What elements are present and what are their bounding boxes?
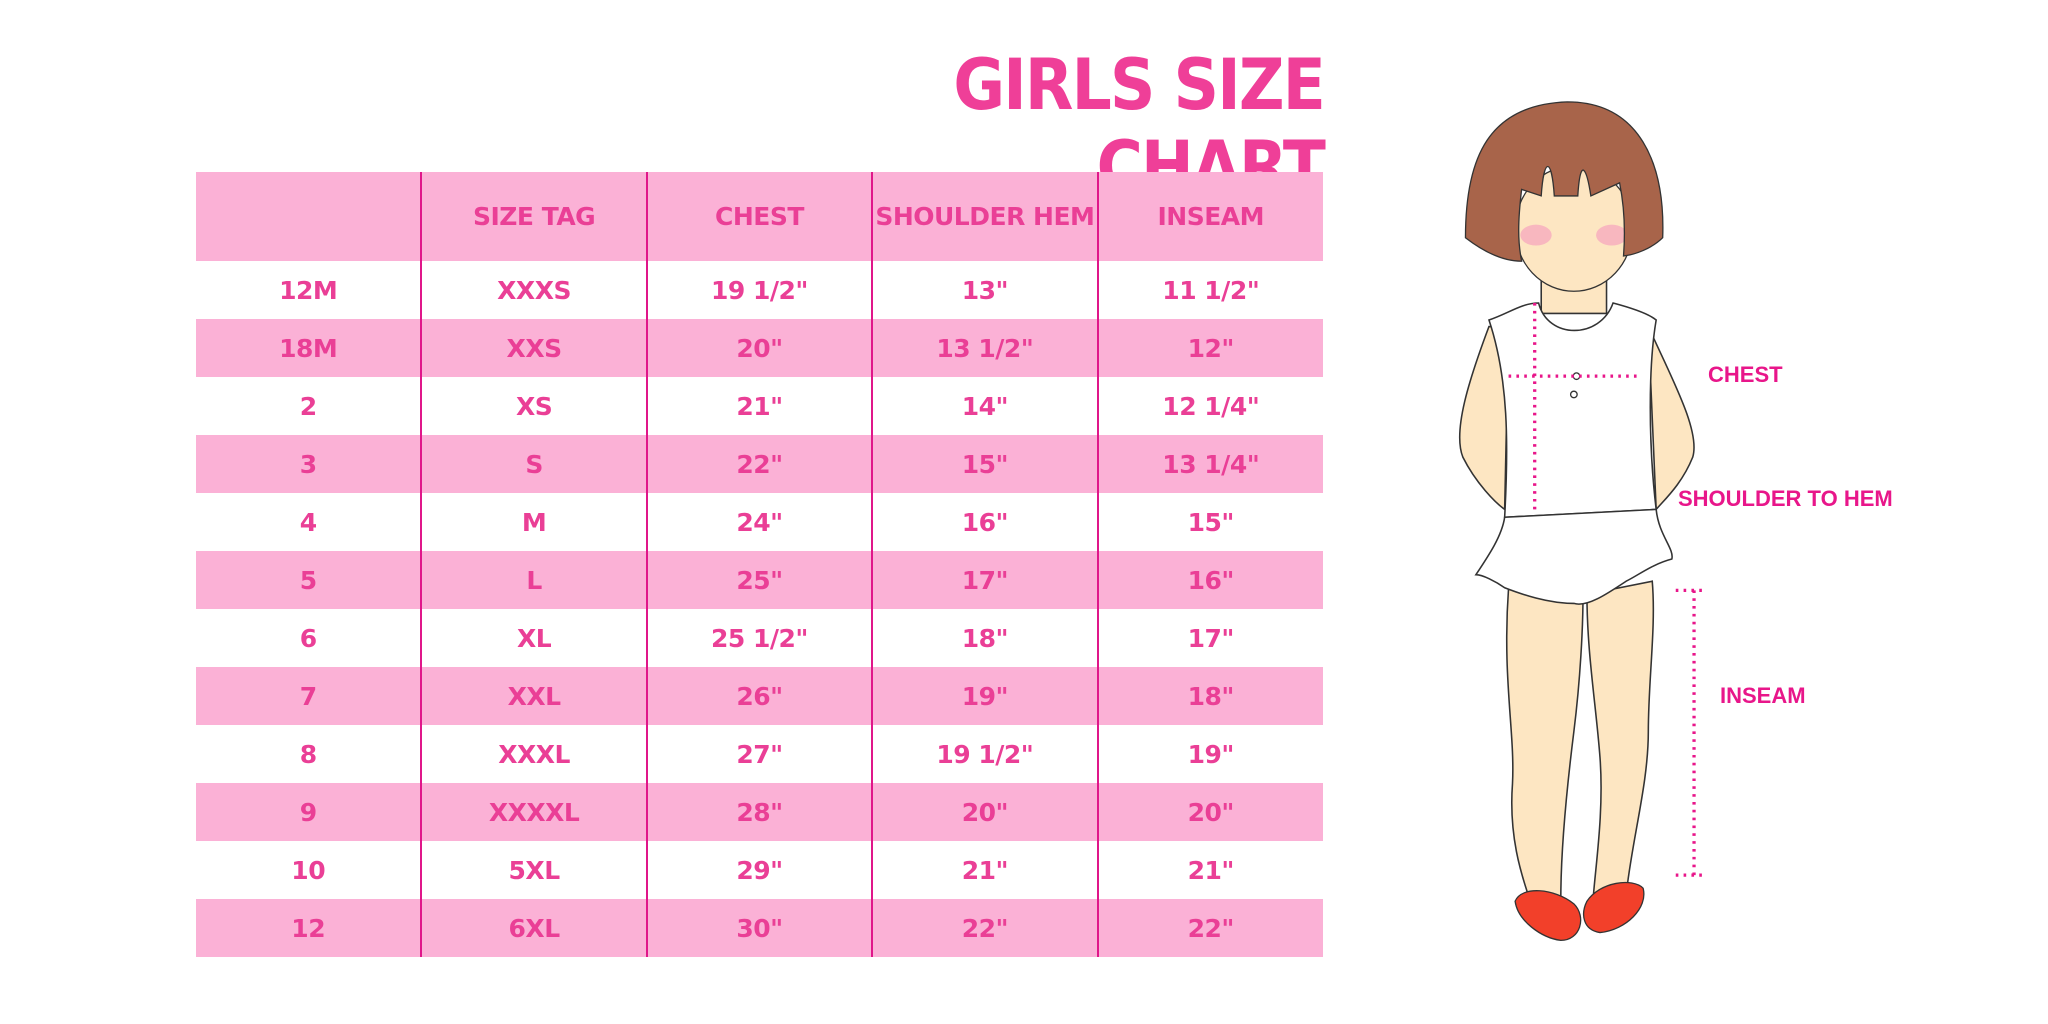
- table-cell: 25 1/2": [645, 609, 873, 667]
- table-cell: 15": [1096, 493, 1323, 551]
- table-cell: 16": [871, 493, 1098, 551]
- table-cell: 18M: [196, 319, 422, 377]
- table-cell: 30": [645, 899, 873, 957]
- table-cell: XXXS: [420, 261, 647, 319]
- table-cell: XL: [420, 609, 647, 667]
- table-cell: 2: [299, 391, 317, 421]
- table-cell: 19 1/2": [645, 261, 873, 319]
- table-cell: 5: [196, 551, 422, 609]
- table-cell: 13 1/4": [1096, 435, 1323, 493]
- table-row: 5 L 25" 17" 16": [196, 551, 1323, 609]
- header-cell: INSEAM: [1096, 172, 1323, 261]
- table-row: 12M XXXS 19 1/2" 13" 11 1/2": [196, 261, 1323, 319]
- header-cell: [196, 172, 422, 261]
- shoulder-to-hem-label: SHOULDER TO HEM: [1678, 486, 1893, 511]
- table-cell: 28": [645, 783, 873, 841]
- table-row: 9 XXXXL 28" 20" 20": [196, 783, 1323, 841]
- table-row: 3 S 22" 15" 13 1/4": [196, 435, 1323, 493]
- table-cell: 12M: [279, 275, 338, 305]
- table-cell: 17": [1096, 609, 1323, 667]
- table-cell: 12": [1096, 319, 1323, 377]
- table-cell: L: [420, 551, 647, 609]
- chest-label: CHEST: [1708, 362, 1783, 387]
- table-cell: 18": [1096, 667, 1323, 725]
- table-cell: 12 1/4": [1096, 377, 1323, 435]
- table-row: 18M XXS 20" 13 1/2" 12": [196, 319, 1323, 377]
- table-row: 7 XXL 26" 19" 18": [196, 667, 1323, 725]
- header-cell: SHOULDER HEM: [871, 172, 1098, 261]
- table-cell: 9: [196, 783, 422, 841]
- table-cell: 26": [645, 667, 873, 725]
- table-cell: 22": [1096, 899, 1323, 957]
- table-cell: XXS: [420, 319, 647, 377]
- inseam-label: INSEAM: [1720, 683, 1806, 708]
- table-row: 8 XXXL 27" 19 1/2" 19": [196, 725, 1323, 783]
- table-cell: 14": [871, 377, 1098, 435]
- table-cell: 27": [645, 725, 873, 783]
- header-cell: SIZE TAG: [420, 172, 647, 261]
- table-cell: 20": [871, 783, 1098, 841]
- table-cell: 15": [871, 435, 1098, 493]
- table-cell: 8: [299, 739, 317, 769]
- table-cell: 22": [871, 899, 1098, 957]
- table-cell: XS: [420, 377, 647, 435]
- table-cell: 21": [871, 841, 1098, 899]
- header-row: SIZE TAG CHEST SHOULDER HEM INSEAM: [196, 172, 1323, 261]
- table-cell: 25": [645, 551, 873, 609]
- table-cell: 19": [1096, 725, 1323, 783]
- table-cell: XXXXL: [420, 783, 647, 841]
- table-cell: S: [420, 435, 647, 493]
- table-cell: 10: [291, 855, 326, 885]
- header-cell: CHEST: [645, 172, 873, 261]
- table-row: 10 5XL 29" 21" 21": [196, 841, 1323, 899]
- table-cell: 21": [645, 377, 873, 435]
- table-cell: 6: [299, 623, 317, 653]
- table-cell: 18": [871, 609, 1098, 667]
- table-cell: XXXL: [420, 725, 647, 783]
- table-cell: 12: [196, 899, 422, 957]
- table-row: 6 XL 25 1/2" 18" 17": [196, 609, 1323, 667]
- table-cell: 13 1/2": [871, 319, 1098, 377]
- table-cell: 13": [871, 261, 1098, 319]
- table-cell: 19 1/2": [871, 725, 1098, 783]
- table-cell: 20": [1096, 783, 1323, 841]
- table-cell: 11 1/2": [1096, 261, 1323, 319]
- page-title: GIRLS SIZE CHART: [953, 44, 1325, 208]
- table-cell: 3: [196, 435, 422, 493]
- table-cell: 20": [645, 319, 873, 377]
- table-cell: 17": [871, 551, 1098, 609]
- table-row: 12 6XL 30" 22" 22": [196, 899, 1323, 957]
- table-row: 2 XS 21" 14" 12 1/4": [196, 377, 1323, 435]
- table-cell: 21": [1096, 841, 1323, 899]
- table-cell: 16": [1096, 551, 1323, 609]
- table-row: 4 M 24" 16" 15": [196, 493, 1323, 551]
- size-chart-table: SIZE TAG CHEST SHOULDER HEM INSEAM 12M XX…: [196, 172, 1323, 957]
- table-cell: 19": [871, 667, 1098, 725]
- table-cell: 6XL: [420, 899, 647, 957]
- table-cell: 29": [645, 841, 873, 899]
- table-cell: 4: [299, 507, 317, 537]
- table-cell: XXL: [420, 667, 647, 725]
- table-cell: 5XL: [420, 841, 647, 899]
- table-cell: 24": [645, 493, 873, 551]
- table-cell: 22": [645, 435, 873, 493]
- table-cell: 7: [196, 667, 422, 725]
- table-cell: M: [420, 493, 647, 551]
